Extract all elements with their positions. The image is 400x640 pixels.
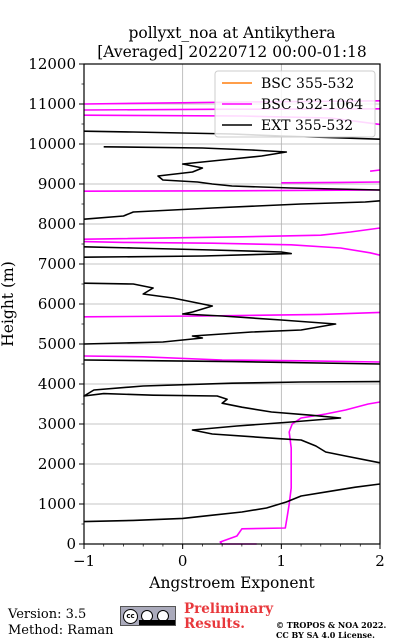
y-tick-label: 1000 <box>38 495 76 513</box>
angstroem-profile-chart: pollyxt_noa at Antikythera [Averaged] 20… <box>0 24 385 592</box>
x-tick-label: −1 <box>73 552 95 570</box>
y-axis-label: Height (m) <box>0 261 17 347</box>
legend: BSC 355-532 BSC 532-1064 EXT 355-532 <box>214 70 376 138</box>
chart-subtitle: [Averaged] 20220712 00:00-01:18 <box>97 43 367 61</box>
copyright-notice: © TROPOS & NOA 2022. CC BY SA 4.0 Licens… <box>276 620 386 640</box>
y-tick-label: 12000 <box>28 55 76 73</box>
y-tick-label: 5000 <box>38 335 76 353</box>
x-axis-ticks: −1 0 1 2 <box>73 544 385 570</box>
y-tick-label: 6000 <box>38 295 76 313</box>
series-line-3 <box>83 130 381 523</box>
x-tick-label: 0 <box>178 552 188 570</box>
y-axis-ticks: 0 1000 2000 3000 4000 5000 6000 7000 8000 9000 100… <box>28 55 84 553</box>
cc-icon: cc <box>123 609 138 624</box>
y-tick-label: 8000 <box>38 215 76 233</box>
y-tick-label: 3000 <box>38 415 76 433</box>
y-tick-label: 4000 <box>38 375 76 393</box>
copyright-line-2: CC BY SA 4.0 License. <box>276 630 375 640</box>
method-text: Method: Raman <box>8 623 114 638</box>
y-tick-label: 7000 <box>38 255 76 273</box>
preliminary-line-1: Preliminary <box>184 601 274 617</box>
legend-label: EXT 355-532 <box>261 118 353 134</box>
preliminary-notice: Preliminary Results. <box>184 602 273 632</box>
series-line-1 <box>219 401 381 545</box>
x-tick-label: 1 <box>277 552 287 570</box>
data-series <box>83 100 381 545</box>
y-tick-label: 2000 <box>38 455 76 473</box>
chart-title: pollyxt_noa at Antikythera <box>128 24 335 42</box>
series-line-2 <box>83 100 381 363</box>
cc-license-badge: cc <box>120 606 176 626</box>
y-tick-label: 0 <box>66 535 76 553</box>
legend-label: BSC 532-1064 <box>261 97 363 113</box>
x-axis-label: Angstroem Exponent <box>148 574 315 592</box>
y-tick-label: 11000 <box>28 95 76 113</box>
cc-badge-strip <box>139 620 175 625</box>
legend-label: BSC 355-532 <box>261 76 354 92</box>
x-tick-label: 2 <box>375 552 385 570</box>
version-info: Version: 3.5 Method: Raman <box>8 607 114 639</box>
y-tick-label: 9000 <box>38 175 76 193</box>
copyright-line-1: © TROPOS & NOA 2022. <box>276 620 387 630</box>
legend-box <box>214 70 376 138</box>
y-tick-label: 10000 <box>28 135 76 153</box>
preliminary-line-2: Results. <box>184 616 245 632</box>
version-text: Version: 3.5 <box>8 607 87 622</box>
